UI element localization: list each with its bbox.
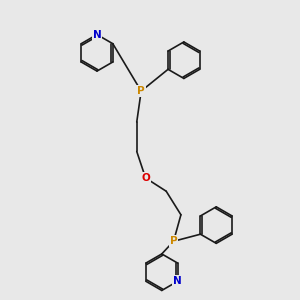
Text: N: N [173, 276, 182, 286]
Text: P: P [170, 236, 177, 246]
Text: O: O [141, 173, 150, 183]
Text: N: N [93, 30, 101, 40]
Text: P: P [137, 86, 145, 96]
